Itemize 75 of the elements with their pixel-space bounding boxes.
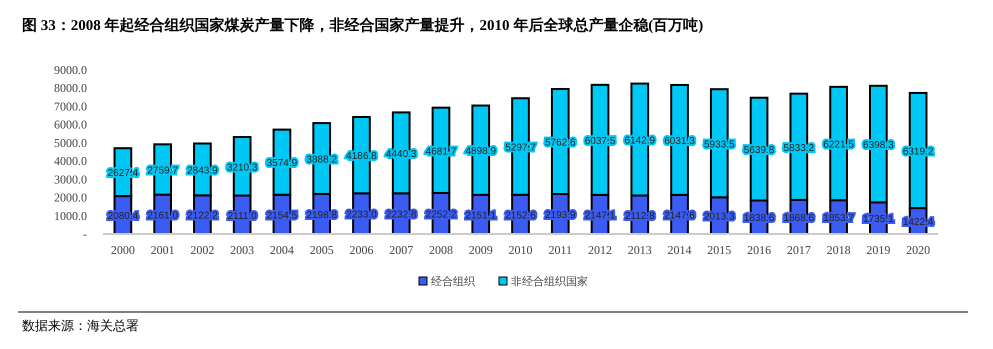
- data-label: 6037.5: [584, 136, 616, 147]
- data-label: 2112.8: [624, 210, 656, 222]
- data-label: 2198.8: [306, 210, 338, 221]
- data-label: 1868.6: [784, 212, 815, 224]
- data-label: 5297.7: [505, 142, 536, 154]
- data-label: 5833.2: [784, 142, 815, 154]
- x-tick-label: 2015: [707, 243, 732, 257]
- data-label: 3210.3: [226, 162, 258, 174]
- data-label: 2232.8: [386, 210, 417, 221]
- data-label: 2759.7: [147, 165, 178, 176]
- data-label: 2843.9: [187, 165, 218, 176]
- x-tick-label: 2011: [548, 243, 572, 257]
- data-label: 2147.1: [584, 210, 616, 222]
- data-label: 4898.9: [465, 146, 496, 158]
- y-tick-label: 8000.0: [54, 81, 87, 96]
- x-tick-label: 2000: [110, 243, 135, 257]
- data-label: 1735.1: [863, 214, 894, 226]
- x-tick-label: 2003: [230, 243, 254, 257]
- y-tick-label: 5000.0: [54, 136, 87, 150]
- data-label: 2193.9: [544, 210, 576, 222]
- data-label: 2627.4: [108, 168, 139, 180]
- x-tick-label: 2005: [310, 243, 334, 257]
- legend-label: 非经合组织国家: [511, 275, 588, 288]
- source-note: 数据来源：海关总署: [22, 318, 139, 333]
- data-label: 2161.0: [147, 210, 178, 222]
- y-tick-label: 9000.0: [54, 63, 87, 77]
- data-label: 2122.2: [187, 210, 218, 222]
- x-tick-label: 2019: [866, 243, 890, 257]
- data-label: 1422.4: [902, 217, 934, 228]
- data-label: 2233.0: [346, 210, 378, 221]
- data-label: 2152.6: [505, 210, 536, 222]
- y-tick-label: 6000.0: [54, 118, 87, 132]
- data-label: 6319.2: [902, 146, 934, 158]
- data-label: 2147.6: [664, 210, 696, 222]
- data-label: 1853.7: [823, 213, 854, 224]
- data-label: 3888.2: [306, 154, 338, 166]
- x-tick-label: 2006: [349, 243, 374, 257]
- data-label: 5933.5: [704, 139, 736, 150]
- data-label: 5762.6: [544, 138, 576, 149]
- data-label: 4440.3: [386, 148, 417, 160]
- legend-label: 经合组织: [431, 275, 475, 288]
- y-tick-label: -: [83, 227, 87, 241]
- data-label: 6142.9: [624, 136, 656, 147]
- x-tick-label: 2001: [150, 243, 175, 257]
- x-tick-label: 2007: [389, 243, 414, 257]
- data-label: 4186.8: [346, 151, 378, 162]
- x-tick-label: 2012: [588, 243, 612, 257]
- chart-title: 图 33：2008 年起经合组织国家煤炭产量下降，非经合国家产量提升，2010 年后全球总产量企稳(百万吨): [22, 16, 704, 34]
- data-label: 4681.7: [426, 146, 457, 158]
- data-label: 6031.3: [664, 136, 696, 147]
- y-tick-label: 7000.0: [54, 99, 87, 114]
- data-label: 5639.8: [744, 145, 775, 156]
- data-label: 2013.3: [704, 212, 736, 223]
- x-tick-label: 2009: [468, 243, 493, 257]
- x-tick-label: 2017: [786, 243, 811, 257]
- x-tick-label: 2008: [428, 243, 453, 257]
- x-tick-label: 2010: [508, 243, 532, 257]
- x-tick-label: 2004: [270, 243, 294, 257]
- x-tick-label: 2016: [747, 243, 772, 257]
- x-tick-label: 2013: [628, 243, 652, 257]
- x-tick-label: 2002: [190, 243, 214, 257]
- data-label: 2252.2: [426, 209, 457, 220]
- y-tick-label: 2000.0: [54, 190, 87, 205]
- data-label: 2080.4: [108, 211, 139, 222]
- data-label: 2154.5: [266, 210, 298, 222]
- y-tick-label: 3000.0: [54, 172, 87, 186]
- x-tick-label: 2018: [826, 243, 851, 257]
- data-label: 6398.3: [863, 140, 894, 152]
- y-tick-label: 1000.0: [54, 208, 87, 223]
- data-label: 2151.1: [465, 210, 496, 222]
- y-tick-label: 4000.0: [54, 154, 87, 168]
- data-label: 6221.5: [823, 140, 854, 151]
- data-label: 3574.9: [266, 158, 298, 170]
- x-tick-label: 2020: [906, 243, 930, 257]
- x-tick-label: 2014: [668, 243, 692, 257]
